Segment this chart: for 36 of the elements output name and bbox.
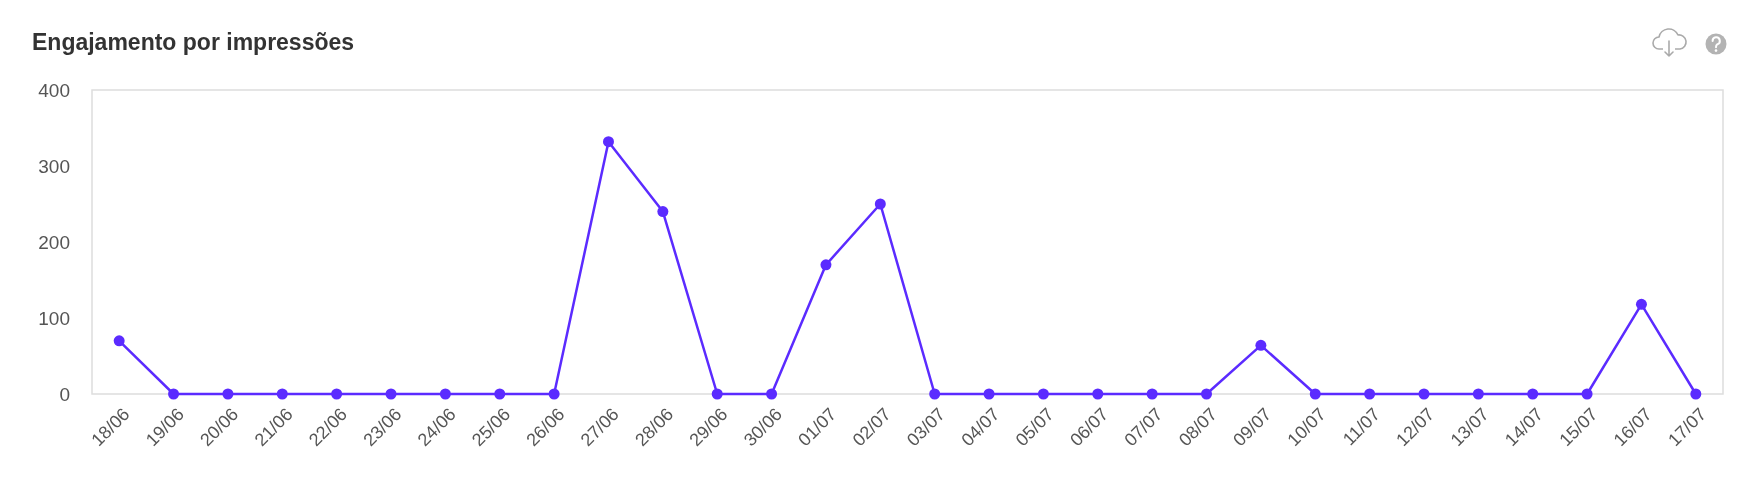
point: [1690, 388, 1702, 400]
point: [494, 388, 506, 400]
y-tick-label: 100: [38, 307, 70, 329]
point: [548, 388, 560, 400]
point: [1037, 388, 1049, 400]
point: [439, 388, 451, 400]
point: [385, 388, 397, 400]
point: [168, 388, 180, 400]
point: [331, 388, 343, 400]
point: [1581, 388, 1593, 400]
point: [1364, 388, 1376, 400]
y-tick-label: 0: [59, 383, 70, 405]
point: [1418, 388, 1430, 400]
point: [1201, 388, 1213, 400]
point: [1146, 388, 1158, 400]
point: [113, 335, 125, 347]
point: [1255, 339, 1267, 351]
point: [1309, 388, 1321, 400]
point: [1527, 388, 1539, 400]
chart-title: Engajamento por impressões: [32, 29, 355, 55]
point: [874, 198, 886, 210]
point: [1472, 388, 1484, 400]
point: [929, 388, 941, 400]
point: [711, 388, 723, 400]
point: [820, 259, 832, 271]
y-tick-label: 400: [38, 79, 70, 101]
point: [222, 388, 234, 400]
point: [602, 136, 614, 148]
point: [657, 206, 669, 218]
y-tick-label: 200: [38, 231, 70, 253]
point: [1092, 388, 1104, 400]
point: [766, 388, 778, 400]
point: [983, 388, 995, 400]
point: [1635, 298, 1647, 310]
y-tick-label: 300: [38, 155, 70, 177]
point: [276, 388, 288, 400]
